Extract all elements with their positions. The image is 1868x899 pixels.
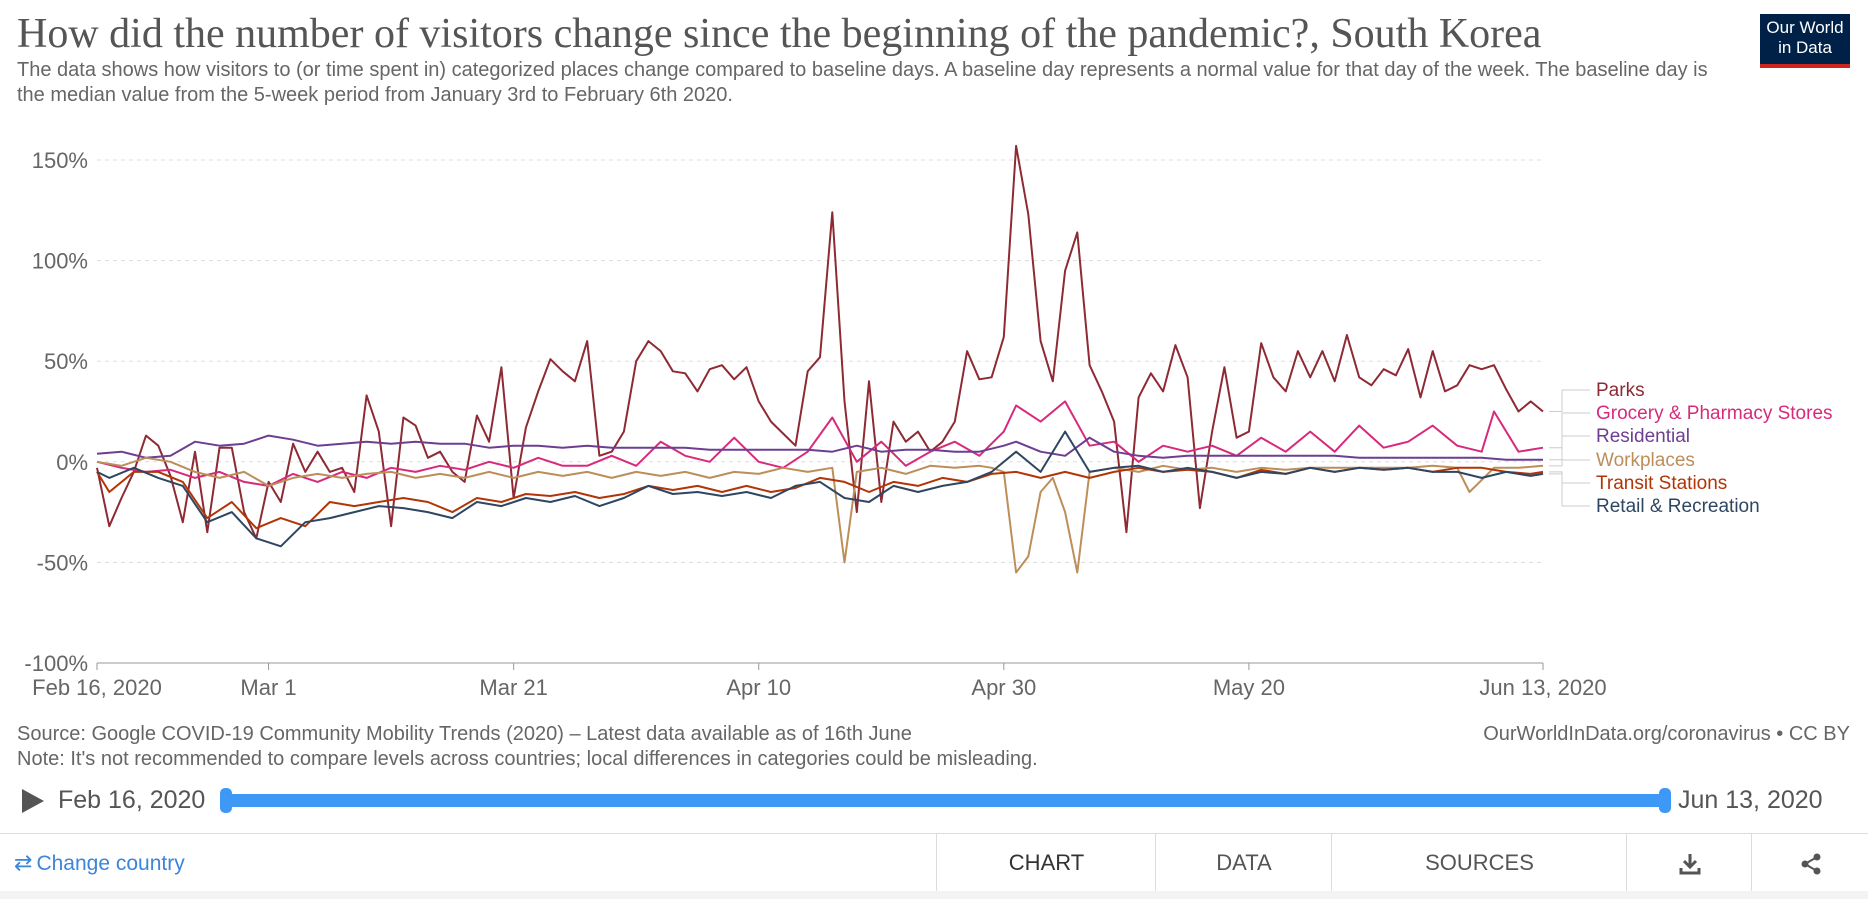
note-text: Note: It's not recommended to compare le… (17, 748, 1038, 770)
x-tick-label: Jun 13, 2020 (1479, 675, 1606, 700)
x-tick-label: Apr 30 (971, 675, 1036, 700)
timeline-start-label: Feb 16, 2020 (58, 786, 206, 814)
series-line (96, 430, 1544, 548)
tab-data[interactable]: DATA (1155, 834, 1332, 892)
series-line (96, 434, 1543, 461)
y-tick-label: -50% (37, 550, 88, 575)
timeline-track[interactable] (223, 794, 1665, 807)
y-tick-label: 150% (32, 148, 88, 173)
change-country-button[interactable]: ⇄ Change country (14, 850, 185, 876)
source-text: Source: Google COVID-19 Community Mobili… (17, 723, 912, 745)
legend-label: Parks (1596, 380, 1645, 401)
legend-label: Retail & Recreation (1596, 496, 1760, 517)
y-tick-label: 50% (44, 349, 88, 374)
y-axis-ticks: 150% 100% 50% 0% -50% -100% (24, 148, 88, 676)
x-tick-label: Mar 21 (479, 675, 547, 700)
share-icon (1801, 853, 1820, 875)
timeline-end-label: Jun 13, 2020 (1678, 786, 1823, 814)
series-line (96, 456, 1544, 574)
y-tick-label: -100% (24, 651, 88, 676)
legend-label: Workplaces (1596, 450, 1695, 471)
legend-connector (1549, 459, 1590, 467)
logo-line-1: Our World (1766, 18, 1844, 37)
line-chart: 150% 100% 50% 0% -50% -100% Feb 16, 2020 Mar 1… (24, 144, 1833, 700)
timeline-start-handle[interactable] (220, 788, 232, 813)
y-tick-label: 100% (32, 249, 88, 274)
legend-connector (1549, 412, 1590, 449)
series-line (96, 144, 1544, 540)
share-button[interactable] (1751, 834, 1868, 892)
tab-chart[interactable]: CHART (936, 834, 1156, 895)
timeline: Feb 16, 2020 Jun 13, 2020 (0, 780, 1868, 820)
series-line (96, 400, 1544, 487)
series-line (96, 466, 1544, 530)
x-tick-label: Mar 1 (240, 675, 296, 700)
footer-bottom-strip (0, 891, 1868, 899)
x-axis-ticks: Feb 16, 2020 Mar 1 Mar 21 Apr 10 Apr 30 May 2… (32, 662, 1607, 700)
grid-lines (97, 159, 1543, 664)
play-icon[interactable] (22, 789, 44, 813)
x-tick-label: Feb 16, 2020 (32, 675, 162, 700)
legend-connector (1549, 473, 1590, 507)
series-lines (96, 144, 1544, 574)
download-button[interactable] (1626, 834, 1752, 892)
x-tick-label: May 20 (1213, 675, 1285, 700)
legend-connector (1549, 435, 1590, 461)
owid-logo[interactable]: Our World in Data (1760, 14, 1850, 68)
logo-line-2: in Data (1778, 38, 1832, 57)
change-country-label: Change country (36, 852, 185, 875)
chart-title: How did the number of visitors change si… (17, 11, 1542, 57)
legend-label: Transit Stations (1596, 473, 1727, 494)
footer-bar: ⇄ Change country CHART DATA SOURCES (0, 833, 1868, 895)
download-icon (1679, 854, 1700, 875)
y-tick-label: 0% (56, 450, 88, 475)
tab-sources[interactable]: SOURCES (1331, 834, 1627, 892)
credit-link[interactable]: OurWorldInData.org/coronavirus • CC BY (1483, 723, 1850, 745)
legend-label: Grocery & Pharmacy Stores (1596, 403, 1833, 424)
timeline-end-handle[interactable] (1659, 788, 1671, 813)
x-tick-label: Apr 10 (726, 675, 791, 700)
legend-connector (1549, 389, 1590, 412)
legend-label: Residential (1596, 426, 1690, 447)
swap-arrows-icon: ⇄ (14, 850, 33, 875)
chart-subtitle: The data shows how visitors to (or time … (17, 59, 1708, 106)
